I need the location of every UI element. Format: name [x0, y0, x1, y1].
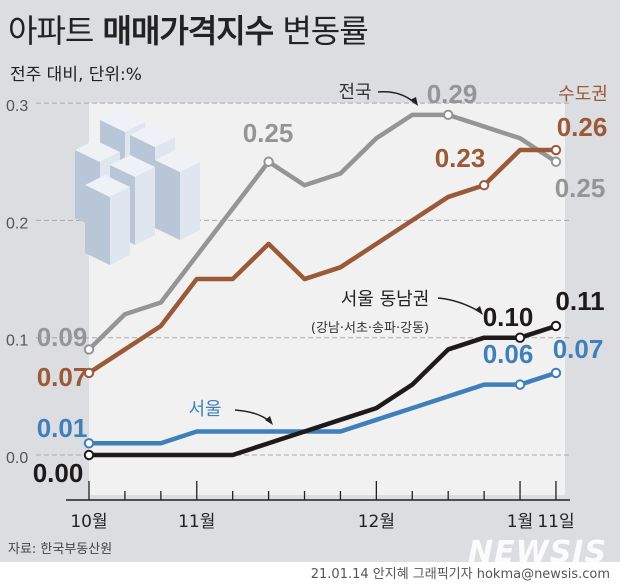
series-name-seoul: 서울	[188, 399, 221, 420]
data-point-marker-seoul	[83, 438, 95, 449]
building-roof	[155, 150, 200, 172]
y-tick-label: 0.2	[6, 215, 28, 232]
building-roof	[75, 140, 120, 162]
x-tick-label: 11월	[178, 512, 215, 532]
arrow-head	[410, 97, 418, 106]
data-point-marker-national	[550, 156, 562, 167]
title-part-bold: 매매가격지수	[102, 12, 275, 50]
y-tick-label: 0.0	[6, 450, 28, 467]
data-point-marker-national	[443, 109, 454, 121]
data-label-national: 0.09	[37, 322, 88, 352]
data-point-marker-national	[83, 344, 95, 355]
series-line-seoul_southeast	[89, 323, 557, 458]
page-title: 아파트 매매가격지수 변동률	[8, 6, 369, 52]
data-label-capital_area: 0.23	[435, 143, 486, 173]
source-note: 자료: 한국부동산원	[8, 542, 113, 557]
building-roof	[110, 155, 155, 177]
data-point-marker-capital_area	[83, 367, 95, 379]
data-label-seoul: 0.01	[37, 413, 88, 443]
building-face	[85, 185, 110, 265]
data-label-seoul: 0.06	[483, 339, 534, 369]
apartment-buildings-illustration	[75, 110, 200, 265]
newsis-logo: NEWSIS	[468, 535, 608, 570]
data-point-marker-seoul_southeast	[83, 449, 95, 461]
data-label-capital_area: 0.07	[37, 362, 88, 392]
x-tick-label: 10월	[70, 512, 107, 532]
data-label-seoul_southeast: 0.10	[483, 302, 534, 332]
data-label-national: 0.25	[243, 118, 294, 148]
title-part: 아파트	[8, 12, 103, 50]
title-part: 변동률	[273, 12, 368, 50]
x-tick-label: 11일	[537, 512, 574, 532]
building-roof	[100, 110, 145, 132]
series-line-seoul	[89, 370, 557, 446]
series-name-national: 전국	[338, 82, 371, 103]
arrow-head	[475, 306, 483, 315]
chart-subtitle: 전주 대비, 단위:%	[10, 65, 142, 85]
building-roof	[85, 175, 130, 197]
series-name-seoul-southeast: 서울 동남권	[341, 289, 430, 310]
credit-line: 21.01.14 안지혜 그래픽기자 hokma@newsis.com	[310, 567, 610, 582]
x-tick-label: 1월	[507, 512, 533, 532]
building-face	[135, 167, 155, 245]
y-tick-label: 0.1	[6, 333, 28, 350]
data-point-marker-capital_area	[478, 180, 490, 191]
building-face	[180, 162, 200, 240]
series-line-capital_area	[87, 147, 556, 375]
data-label-national: 0.29	[427, 79, 478, 109]
building-roof	[130, 125, 175, 147]
data-point-marker-seoul	[514, 379, 526, 390]
x-tick-label: 12월	[358, 512, 395, 532]
data-label-capital_area: 0.26	[557, 112, 608, 142]
data-point-marker-seoul_southeast	[550, 320, 562, 332]
series-line-national	[87, 112, 558, 352]
building-face	[155, 160, 180, 240]
data-label-seoul: 0.07	[553, 334, 604, 364]
data-point-marker-seoul_southeast	[514, 332, 526, 343]
data-point-marker-seoul	[550, 367, 562, 379]
series-name-capital-area: 수도권	[558, 84, 608, 105]
data-label-seoul_southeast: 0.11	[555, 286, 604, 316]
building-face	[110, 187, 130, 265]
arrow-head	[265, 416, 273, 425]
data-point-marker-national	[263, 156, 274, 167]
data-point-marker-capital_area	[550, 144, 562, 156]
data-label-seoul_southeast: 0.00	[33, 458, 84, 488]
footer-band	[0, 562, 620, 584]
y-tick-label: 0.3	[6, 98, 28, 115]
data-label-national: 0.25	[555, 173, 606, 203]
series-note-seoul-southeast: (강남·서초·송파·강동)	[311, 321, 429, 336]
